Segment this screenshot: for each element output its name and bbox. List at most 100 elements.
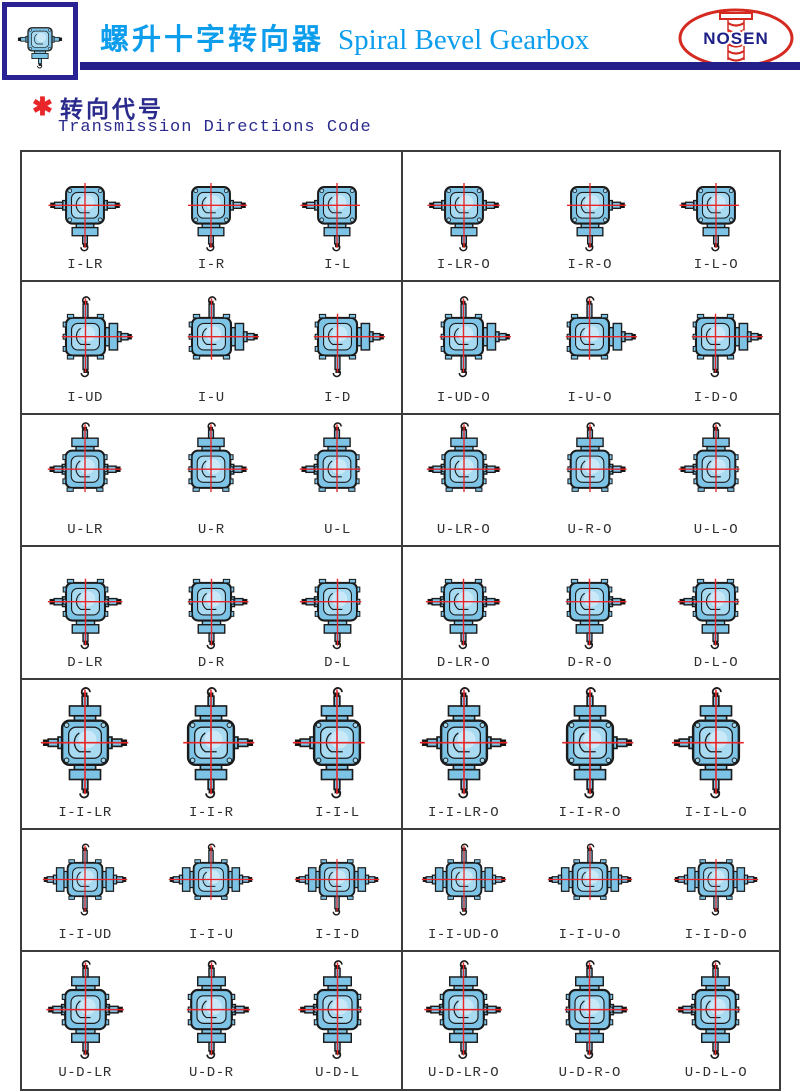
gearbox-diagram: [532, 687, 648, 804]
gearbox-cell: I-I-L: [274, 680, 400, 828]
gearbox-cell: U-R: [148, 415, 274, 545]
direction-code-label: D-L-O: [693, 655, 739, 671]
direction-code-label: I-U-O: [567, 390, 613, 406]
direction-code-label: I-I-R-O: [558, 805, 621, 821]
gearbox-cell: D-L: [274, 547, 400, 678]
gearbox-cell: U-D-L-O: [653, 952, 779, 1089]
direction-code-label: I-LR: [67, 257, 103, 273]
gearbox-diagram: [163, 160, 259, 256]
gearbox-diagram: [36, 555, 135, 654]
gearbox-cell: I-R-O: [527, 152, 653, 280]
gearbox-cell: U-LR-O: [401, 415, 527, 545]
gearbox-diagram: [666, 290, 765, 389]
gearbox-cell: U-D-LR: [22, 952, 148, 1089]
gearbox-diagram: [667, 422, 765, 521]
gearbox-diagram: [41, 838, 129, 926]
direction-code-label: I-I-L: [315, 805, 360, 821]
direction-code-label: I-I-UD-O: [427, 927, 500, 943]
direction-code-label: I-R: [197, 257, 225, 273]
direction-code-label: I-I-UD: [58, 927, 112, 943]
gearbox-diagram: [153, 687, 269, 804]
gearbox-diagram: [288, 422, 386, 521]
gearbox-cell: U-D-R-O: [527, 952, 653, 1089]
gearbox-diagram: [162, 555, 261, 654]
gearbox-diagram: [542, 160, 638, 256]
gearbox-diagram: [289, 160, 385, 256]
gearbox-cell: I-I-UD-O: [401, 830, 527, 950]
gearbox-cell: U-L: [274, 415, 400, 545]
gearbox-cell: I-I-LR: [22, 680, 148, 828]
direction-code-label: U-LR: [67, 522, 103, 538]
direction-code-label: U-D-L-O: [684, 1065, 748, 1081]
gearbox-cell: I-D-O: [653, 282, 779, 413]
direction-code-label: U-D-LR: [58, 1065, 112, 1081]
gearbox-cell: I-R: [148, 152, 274, 280]
gearbox-cell: I-UD-O: [401, 282, 527, 413]
gearbox-diagram: [27, 687, 143, 804]
gearbox-cell: I-I-LR-O: [401, 680, 527, 828]
gearbox-diagram: [666, 555, 765, 654]
gearbox-diagram: [162, 422, 260, 521]
gearbox-cell: I-D: [274, 282, 400, 413]
gearbox-cell: I-U-O: [527, 282, 653, 413]
direction-code-label: I-UD-O: [436, 390, 491, 406]
direction-code-label: U-D-LR-O: [427, 1065, 500, 1081]
direction-code-label: I-LR-O: [436, 257, 491, 273]
direction-code-label: I-R-O: [567, 257, 613, 273]
gearbox-diagram: [658, 687, 774, 804]
direction-code-label: D-LR: [67, 655, 103, 671]
gearbox-cell: I-L-O: [653, 152, 779, 280]
direction-code-label: I-I-D: [315, 927, 360, 943]
direction-code-label: D-R-O: [567, 655, 613, 671]
direction-code-label: U-D-L: [315, 1065, 360, 1081]
table-row: U-D-LR U-D-R U-D-L U-D-LR-O U-D-R-O U-D-…: [22, 952, 779, 1089]
direction-code-label: U-D-R-O: [558, 1065, 621, 1081]
direction-code-label: I-I-D-O: [684, 927, 748, 943]
gearbox-cell: I-I-UD: [22, 830, 148, 950]
gearbox-cell: I-LR: [22, 152, 148, 280]
gearbox-diagram: [541, 422, 639, 521]
direction-code-label: I-I-U: [189, 927, 234, 943]
gearbox-diagram: [540, 290, 639, 389]
direction-code-label: I-U: [197, 390, 225, 406]
gearbox-diagram: [414, 290, 513, 389]
gearbox-cell: I-I-D-O: [653, 830, 779, 950]
gearbox-diagram: [668, 160, 764, 256]
gearbox-diagram: [664, 960, 767, 1064]
table-row: I-I-UD I-I-U I-I-D I-I-UD-O I-I-U-O I-I-…: [22, 830, 779, 952]
direction-code-label: D-LR-O: [436, 655, 491, 671]
direction-code-label: I-D: [324, 390, 351, 406]
direction-code-label: D-R: [197, 655, 225, 671]
direction-code-label: I-L-O: [693, 257, 739, 273]
gearbox-diagram: [415, 422, 513, 521]
direction-code-label: I-D-O: [693, 390, 739, 406]
direction-code-label: U-R-O: [567, 522, 613, 538]
gearbox-diagram: [293, 838, 381, 926]
gearbox-diagram: [416, 160, 512, 256]
gearbox-cell: U-R-O: [527, 415, 653, 545]
gearbox-diagram: [538, 960, 641, 1064]
gearbox-diagram: [414, 555, 513, 654]
nosen-logo-text: NOSEN: [703, 29, 768, 48]
gearbox-cell: I-I-D: [274, 830, 400, 950]
gearbox-cell: I-I-U-O: [527, 830, 653, 950]
gearbox-diagram: [36, 290, 135, 389]
direction-code-label: I-I-R: [189, 805, 234, 821]
direction-code-label: U-L-O: [693, 522, 739, 538]
gearbox-diagram: [540, 555, 639, 654]
gearbox-diagram: [672, 838, 760, 926]
gearbox-diagram: [160, 960, 263, 1064]
gearbox-cell: U-LR: [22, 415, 148, 545]
header-divider-bar: [80, 62, 800, 70]
asterisk-icon: ✱: [32, 93, 53, 121]
page-title: 螺升十字转向器 Spiral Bevel Gearbox: [100, 16, 589, 58]
gearbox-diagram: [546, 838, 634, 926]
gearbox-diagram: [406, 687, 522, 804]
gearbox-cell: I-UD: [22, 282, 148, 413]
title-chinese: 螺升十字转向器: [100, 22, 325, 56]
direction-code-label: I-L: [324, 257, 351, 273]
gearbox-cell: I-LR-O: [401, 152, 527, 280]
direction-code-label: I-I-U-O: [558, 927, 621, 943]
gearbox-diagram: [37, 160, 133, 256]
